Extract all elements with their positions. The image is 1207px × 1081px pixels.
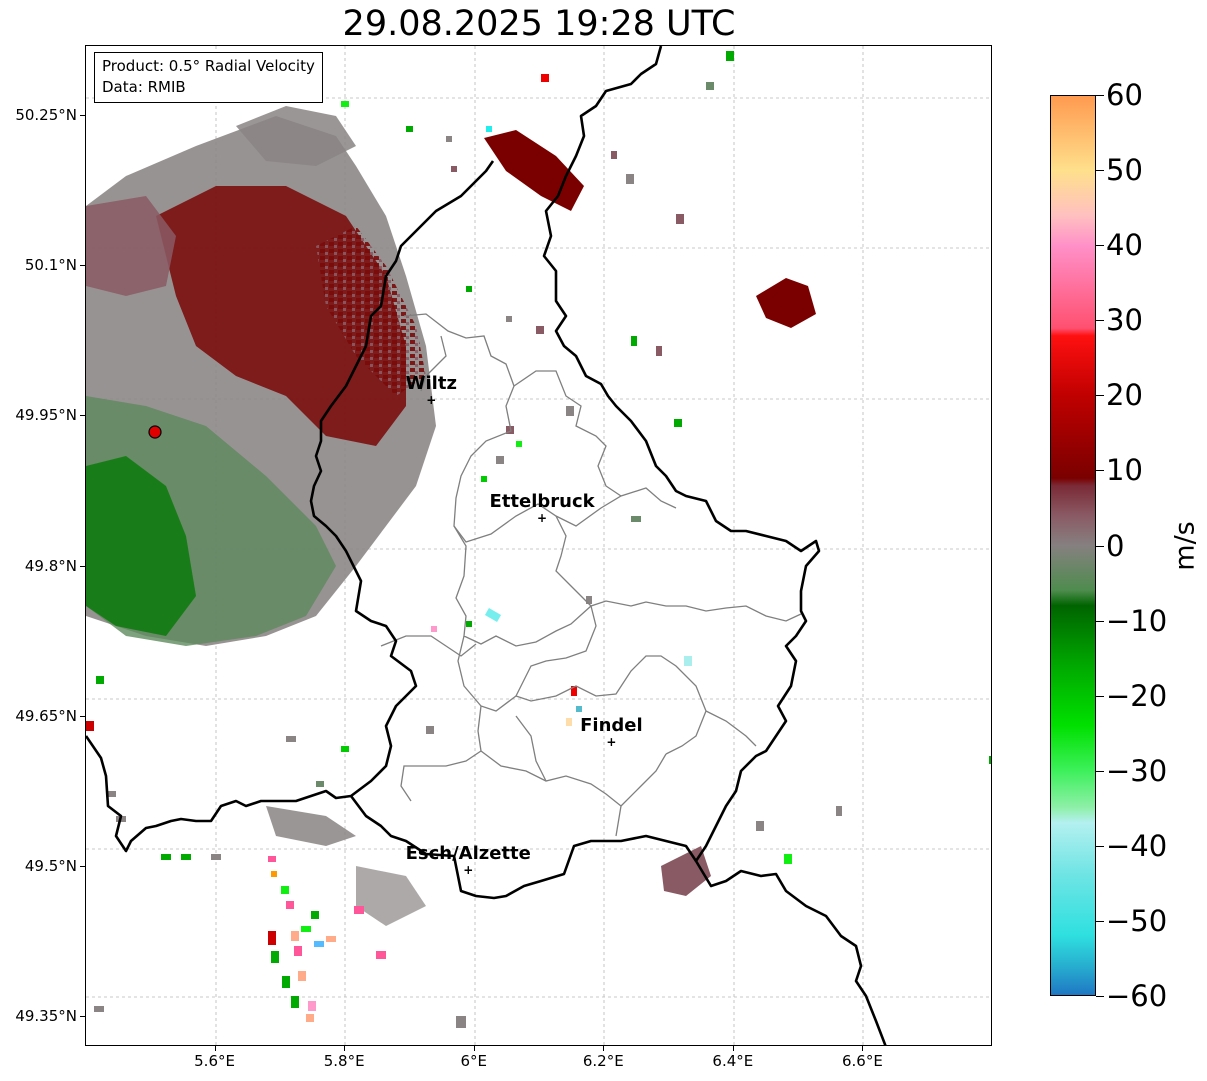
city-marker: +: [606, 734, 617, 749]
city-marker: +: [463, 862, 474, 877]
x-tick-label: 6.6°E: [842, 1052, 883, 1070]
city-label: Wiltz: [405, 373, 457, 395]
colorbar-tick-label: 0: [1106, 528, 1125, 563]
x-tick-label: 6.4°E: [712, 1052, 754, 1070]
colorbar-tick-mark: [1096, 620, 1104, 622]
colorbar-tick-mark: [1096, 996, 1104, 997]
map-title: 29.08.2025 19:28 UTC: [342, 4, 736, 44]
colorbar-tick-mark: [1096, 845, 1104, 847]
colorbar-tick-mark: [1096, 245, 1104, 247]
x-tick-mark: [344, 1046, 346, 1051]
map-plot-area: Product: 0.5° Radial Velocity Data: RMIB…: [85, 45, 992, 1046]
colorbar-tick-mark: [1096, 95, 1104, 96]
y-tick-mark: [80, 715, 85, 717]
colorbar-tick-label: 20: [1106, 378, 1143, 413]
product-info-box: Product: 0.5° Radial Velocity Data: RMIB: [94, 52, 323, 103]
colorbar-tick-mark: [1096, 470, 1104, 472]
x-tick-mark: [214, 1046, 216, 1051]
city-marker: +: [426, 393, 437, 408]
colorbar-tick-label: −50: [1106, 903, 1168, 938]
y-tick-mark: [80, 865, 85, 867]
x-tick-label: 5.6°E: [194, 1052, 235, 1070]
y-tick-label: 49.5°N: [24, 856, 77, 875]
colorbar-tick-label: 10: [1106, 453, 1143, 488]
y-tick-label: 50.25°N: [15, 106, 77, 125]
radar-echoes: [86, 106, 816, 926]
colorbar-tick-label: 40: [1106, 228, 1143, 263]
x-tick-mark: [473, 1046, 475, 1051]
canton-boundaries: [380, 313, 802, 837]
y-tick-label: 49.35°N: [15, 1006, 77, 1025]
x-tick-mark: [862, 1046, 864, 1051]
colorbar-tick-label: −60: [1106, 979, 1168, 1013]
national-borders: [86, 46, 887, 1045]
radar-site-marker: [148, 425, 162, 439]
y-tick-mark: [80, 1015, 85, 1017]
y-tick-label: 49.8°N: [24, 556, 77, 575]
y-tick-mark: [80, 115, 85, 117]
colorbar-tick-mark: [1096, 695, 1104, 697]
y-tick-label: 49.95°N: [15, 406, 77, 425]
colorbar-tick-label: 50: [1106, 153, 1143, 188]
colorbar-tick-mark: [1096, 395, 1104, 397]
x-tick-mark: [603, 1046, 605, 1051]
colorbar-tick-label: −10: [1106, 603, 1168, 638]
x-tick-mark: [732, 1046, 734, 1051]
radar-map: [86, 46, 991, 1045]
data-source-label: Data: RMIB: [102, 78, 186, 96]
x-tick-label: 6°E: [460, 1052, 487, 1070]
colorbar-tick-label: 30: [1106, 303, 1143, 338]
velocity-colorbar: [1050, 95, 1096, 996]
product-label: Product: 0.5° Radial Velocity: [102, 57, 315, 75]
colorbar-unit-label: m/s: [1169, 521, 1201, 571]
y-tick-mark: [80, 415, 85, 417]
colorbar-tick-mark: [1096, 770, 1104, 772]
y-tick-mark: [80, 265, 85, 267]
colorbar-tick-mark: [1096, 545, 1104, 547]
colorbar-tick-mark: [1096, 170, 1104, 172]
x-tick-label: 5.8°E: [323, 1052, 365, 1070]
colorbar-tick-label: −40: [1106, 828, 1168, 863]
colorbar-tick-mark: [1096, 920, 1104, 922]
echo-cells: [86, 51, 991, 1028]
colorbar-tick-mark: [1096, 320, 1104, 322]
city-label: Esch/Alzette: [405, 842, 531, 864]
colorbar-tick-label: −20: [1106, 678, 1168, 713]
colorbar-tick-label: 60: [1106, 78, 1143, 112]
city-label: Ettelbruck: [489, 491, 595, 513]
city-marker: +: [537, 511, 548, 526]
colorbar-tick-label: −30: [1106, 753, 1168, 788]
y-tick-mark: [80, 565, 85, 567]
city-label: Findel: [580, 714, 643, 736]
x-tick-label: 6.2°E: [582, 1052, 624, 1070]
y-tick-label: 49.65°N: [15, 706, 77, 725]
y-tick-label: 50.1°N: [24, 256, 77, 275]
